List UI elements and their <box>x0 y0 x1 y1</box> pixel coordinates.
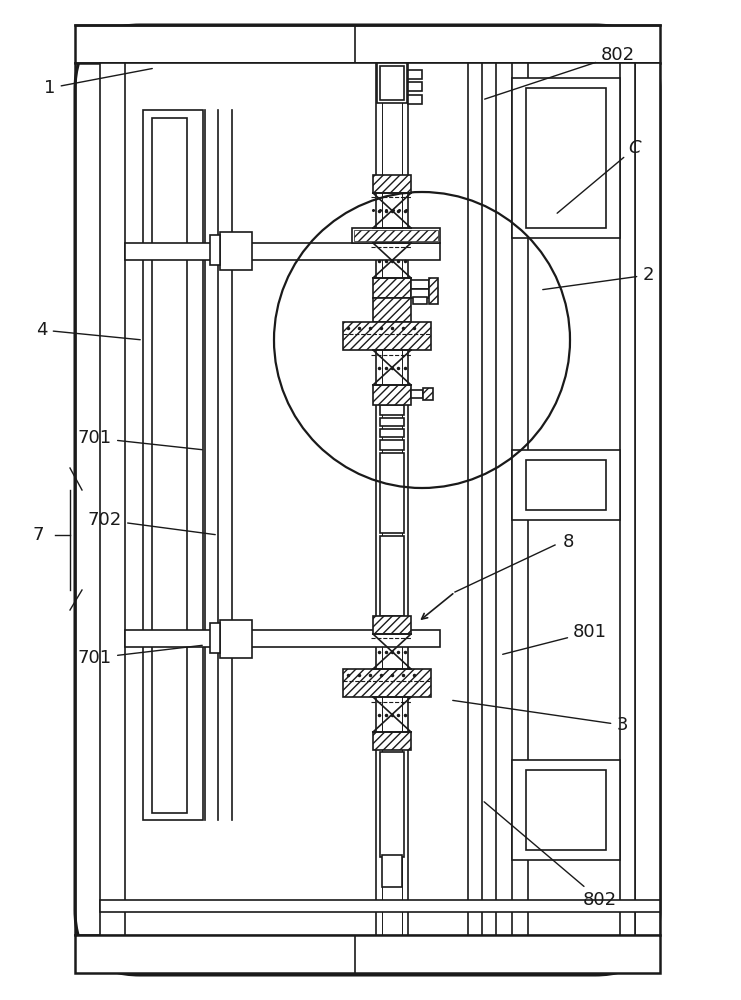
Bar <box>382 855 402 887</box>
Text: 3: 3 <box>453 700 628 734</box>
Bar <box>373 732 411 750</box>
Bar <box>512 760 620 860</box>
Bar <box>125 243 440 260</box>
Bar <box>75 935 660 973</box>
Bar <box>125 630 440 647</box>
Bar <box>380 536 404 616</box>
Bar <box>408 70 422 79</box>
Bar <box>210 235 220 265</box>
Bar <box>411 289 429 298</box>
Text: 8: 8 <box>562 533 574 551</box>
Bar <box>408 82 422 91</box>
Bar <box>512 450 620 520</box>
Bar <box>380 453 404 533</box>
Bar <box>352 228 440 243</box>
Text: 801: 801 <box>502 623 607 654</box>
Bar <box>380 405 404 415</box>
Bar <box>411 390 423 398</box>
Text: 802: 802 <box>484 802 617 909</box>
Text: 7: 7 <box>33 526 44 544</box>
Bar <box>411 280 429 289</box>
Bar <box>377 63 407 103</box>
Bar <box>526 460 606 510</box>
Bar <box>100 63 660 935</box>
Text: 802: 802 <box>485 46 635 99</box>
Bar <box>413 297 427 304</box>
Bar <box>526 88 606 228</box>
Bar <box>343 322 431 350</box>
Text: 2: 2 <box>542 266 654 290</box>
Bar <box>408 95 422 104</box>
Bar <box>376 63 408 935</box>
Bar <box>373 616 411 634</box>
Bar <box>373 175 411 193</box>
Text: 701: 701 <box>78 645 202 667</box>
Bar <box>143 110 203 820</box>
FancyBboxPatch shape <box>75 25 660 975</box>
Text: 701: 701 <box>78 429 202 450</box>
Bar <box>152 118 187 813</box>
Text: 1: 1 <box>44 69 152 97</box>
Bar <box>380 418 404 426</box>
Bar <box>512 78 620 238</box>
Bar <box>75 25 660 63</box>
Bar <box>210 623 220 653</box>
Text: 4: 4 <box>36 321 140 340</box>
Bar <box>429 278 438 304</box>
Bar <box>100 900 660 912</box>
Bar <box>373 385 411 405</box>
Bar <box>526 770 606 850</box>
Bar <box>380 752 404 857</box>
Bar <box>380 429 404 437</box>
Bar <box>220 620 252 658</box>
Bar <box>423 388 433 400</box>
Bar <box>343 669 431 697</box>
Bar <box>512 63 635 935</box>
Bar <box>380 440 404 450</box>
Bar <box>373 278 411 298</box>
Text: 702: 702 <box>88 511 215 535</box>
Bar <box>380 66 404 100</box>
Text: C: C <box>557 139 641 213</box>
Bar <box>220 232 252 270</box>
Bar <box>354 230 438 241</box>
Bar <box>373 298 411 322</box>
